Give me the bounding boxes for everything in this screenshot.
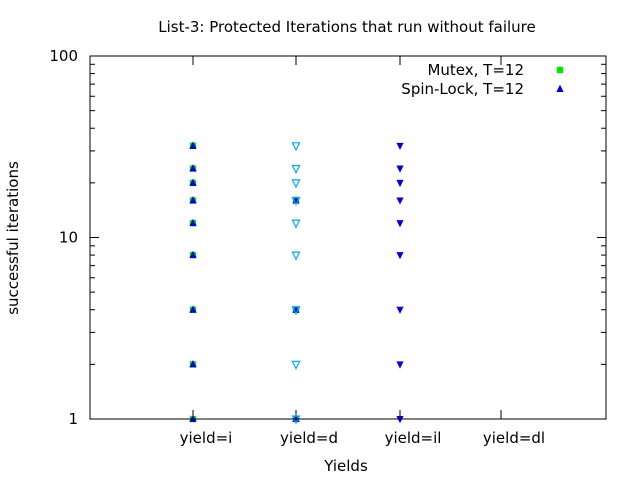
data-point — [291, 164, 301, 175]
data-point — [189, 178, 197, 186]
legend-label: Mutex, T=12 — [427, 61, 524, 79]
data-point — [291, 196, 301, 206]
data-point — [189, 359, 197, 368]
axis-ticks: 1 10 100 yield=i yield=d yield=il yield=dl — [49, 47, 606, 447]
y-tick-label: 10 — [59, 229, 78, 247]
legend-marker — [556, 84, 564, 92]
data-point — [291, 179, 301, 189]
plot-frame — [89, 55, 607, 420]
data-point — [189, 414, 197, 422]
data-point — [189, 218, 197, 227]
data-point — [291, 142, 301, 152]
data-point — [189, 305, 197, 313]
data-point — [396, 197, 404, 205]
data-point — [396, 220, 404, 228]
data-point — [291, 306, 301, 316]
data-point — [396, 142, 404, 151]
data-point — [189, 196, 197, 204]
data-point — [291, 219, 301, 229]
legend-label: Spin-Lock, T=12 — [401, 80, 524, 98]
x-tick-label: yield=il — [385, 429, 442, 447]
data-point — [396, 416, 404, 424]
x-tick-label: yield=dl — [483, 429, 545, 447]
chart-title: List-3: Protected Iterations that run wi… — [158, 18, 535, 36]
data-point — [396, 306, 404, 314]
x-axis-label: Yields — [323, 457, 368, 475]
data-point — [189, 250, 197, 259]
x-tick-label: yield=i — [180, 429, 233, 447]
data-marks — [189, 141, 404, 425]
data-point — [189, 141, 197, 149]
data-point — [189, 164, 197, 172]
y-axis-label: successful iterations — [4, 161, 22, 315]
x-tick-label: yield=d — [280, 429, 338, 447]
y-tick-label: 1 — [68, 410, 78, 428]
data-point — [396, 165, 404, 173]
data-point — [396, 252, 404, 260]
legend-marker — [556, 66, 564, 74]
data-point — [291, 251, 301, 261]
data-point — [291, 360, 301, 370]
data-point — [396, 179, 404, 188]
y-tick-label: 100 — [49, 47, 78, 65]
data-point — [396, 361, 404, 369]
data-point — [291, 415, 301, 425]
